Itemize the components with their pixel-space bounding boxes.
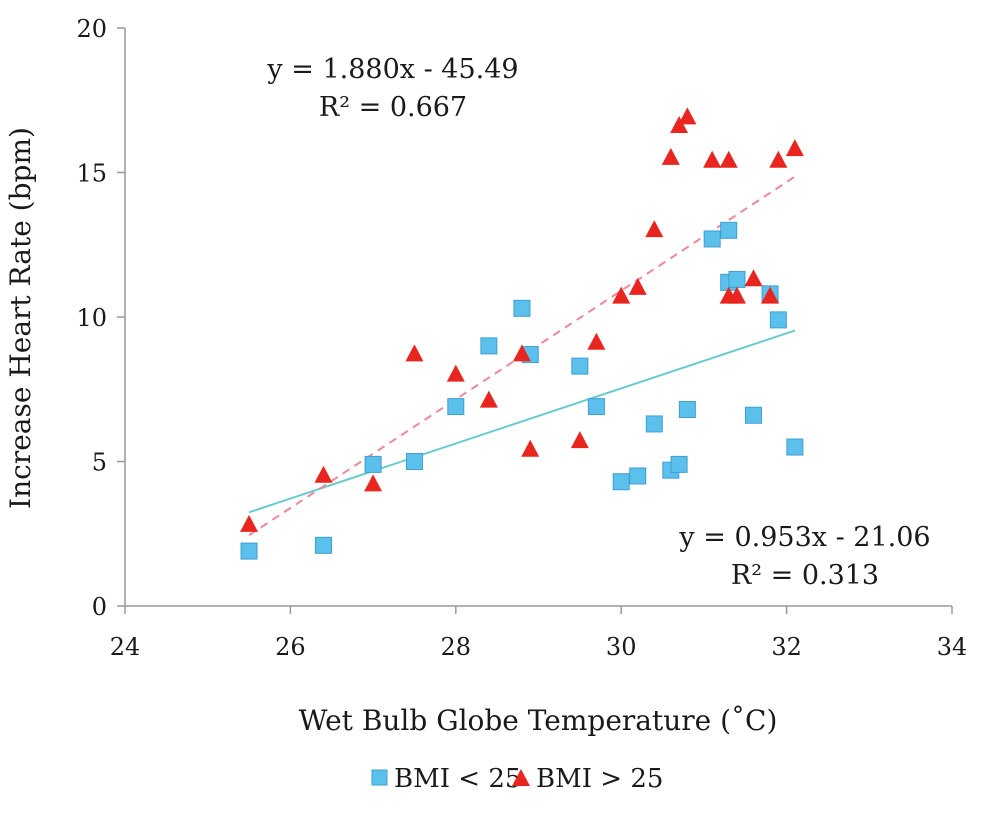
data-point-bmi-under-25 <box>645 415 663 433</box>
y-tick-label: 10 <box>76 304 107 332</box>
y-tick-label: 20 <box>76 15 107 43</box>
data-point-bmi-over-25 <box>785 139 804 157</box>
data-point-bmi-over-25 <box>727 286 746 304</box>
x-tick-label: 34 <box>937 633 968 661</box>
data-points <box>240 107 804 560</box>
data-point-bmi-under-25 <box>571 357 589 375</box>
x-tick-label: 28 <box>441 633 472 661</box>
data-point-bmi-under-25 <box>769 311 787 329</box>
data-point-bmi-over-25 <box>719 150 738 168</box>
data-point-bmi-over-25 <box>521 439 540 457</box>
data-point-bmi-over-25 <box>364 474 383 492</box>
equation-bmi-over-25: y = 1.880x - 45.49 <box>266 54 518 85</box>
data-point-bmi-under-25 <box>587 398 605 416</box>
data-point-bmi-under-25 <box>447 398 465 416</box>
data-point-bmi-under-25 <box>786 438 804 456</box>
data-point-bmi-over-25 <box>446 364 465 382</box>
data-point-bmi-over-25 <box>479 390 498 408</box>
data-point-bmi-over-25 <box>769 150 788 168</box>
data-point-bmi-under-25 <box>364 455 382 473</box>
tick-labels: 24 26 28 30 32 34 0 5 10 15 20 <box>76 15 967 661</box>
y-tick-label: 5 <box>92 449 107 477</box>
data-point-bmi-under-25 <box>405 453 423 470</box>
data-point-bmi-over-25 <box>678 107 697 125</box>
x-tick-label: 32 <box>771 633 802 661</box>
data-point-bmi-over-25 <box>661 147 680 165</box>
data-point-bmi-under-25 <box>678 400 696 418</box>
x-tick-label: 24 <box>110 633 141 661</box>
data-point-bmi-over-25 <box>703 150 722 168</box>
x-tick-label: 30 <box>606 633 637 661</box>
data-point-bmi-over-25 <box>628 277 647 295</box>
data-point-bmi-under-25 <box>513 299 531 317</box>
data-point-bmi-over-25 <box>405 344 424 362</box>
data-point-bmi-over-25 <box>645 220 664 238</box>
data-point-bmi-under-25 <box>240 542 258 560</box>
y-tick-label: 0 <box>92 593 107 621</box>
x-axis-title: Wet Bulb Globe Temperature (˚C) <box>299 704 778 737</box>
legend-marker-bmi-over-25 <box>512 769 530 786</box>
data-point-bmi-over-25 <box>512 344 531 362</box>
legend-label-bmi-under-25: BMI < 25 <box>394 764 521 794</box>
data-point-bmi-under-25 <box>314 536 332 554</box>
data-point-bmi-over-25 <box>587 332 606 350</box>
data-point-bmi-over-25 <box>761 286 780 304</box>
y-axis-title: Increase Heart Rate (bpm) <box>4 127 37 509</box>
data-point-bmi-over-25 <box>314 465 333 483</box>
legend-marker-bmi-under-25 <box>371 769 388 786</box>
data-point-bmi-under-25 <box>480 337 498 355</box>
equation-bmi-under-25: y = 0.953x - 21.06 <box>678 522 930 553</box>
data-point-bmi-under-25 <box>703 230 721 248</box>
data-point-bmi-over-25 <box>240 514 259 532</box>
data-point-bmi-over-25 <box>612 286 631 304</box>
data-point-bmi-over-25 <box>670 116 689 134</box>
data-point-bmi-under-25 <box>745 406 763 424</box>
legend-label-bmi-over-25: BMI > 25 <box>536 764 663 794</box>
data-point-bmi-over-25 <box>744 269 763 287</box>
data-point-bmi-under-25 <box>629 467 647 485</box>
data-point-bmi-under-25 <box>720 221 738 239</box>
data-point-bmi-under-25 <box>728 270 746 288</box>
data-point-bmi-under-25 <box>670 455 688 473</box>
trendline-bmi-under-25 <box>248 329 796 514</box>
chart-axes <box>117 27 953 614</box>
r2-bmi-under-25: R² = 0.313 <box>731 560 879 591</box>
r2-bmi-over-25: R² = 0.667 <box>319 92 467 123</box>
legend: BMI < 25 BMI > 25 <box>371 764 663 794</box>
y-tick-label: 15 <box>76 160 107 188</box>
x-tick-label: 26 <box>275 633 306 661</box>
data-point-bmi-over-25 <box>570 431 589 449</box>
data-point-bmi-under-25 <box>612 473 630 491</box>
